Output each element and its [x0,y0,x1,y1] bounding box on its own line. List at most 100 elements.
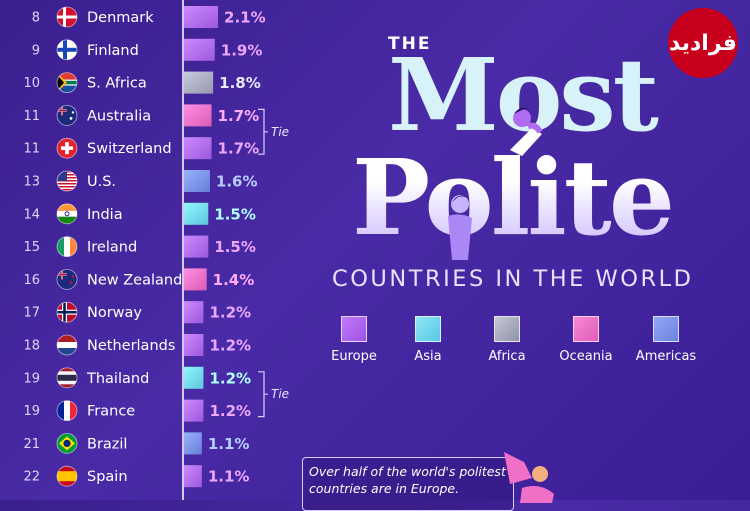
rank-label-finland: 9 [32,43,40,58]
illustration-woman-icon [510,107,543,156]
country-label-france: France [87,404,135,420]
value-label-thailand: 1.2% [209,369,251,387]
country-label-switzerland: Switzerland [87,141,172,157]
rank-label-ireland: 15 [23,240,40,255]
bar-u-s [184,170,210,192]
value-label-new-zealand: 1.4% [213,271,255,289]
rank-label-norway: 17 [23,306,40,321]
tie-bracket-1 [258,108,268,155]
bar-s-africa [184,71,214,94]
flag-usa-icon [56,170,78,192]
bar-australia [184,104,212,127]
bar-france [184,399,204,422]
country-label-norway: Norway [87,305,142,321]
legend-label-asia: Asia [414,349,442,364]
legend-swatch-americas [653,316,679,342]
rank-label-netherlands: 18 [23,339,40,354]
country-label-australia: Australia [87,108,151,124]
value-label-s-africa: 1.8% [219,74,261,92]
legend-swatch-oceania [573,316,599,342]
country-label-finland: Finland [87,43,139,59]
flag-switzerland-icon [56,137,78,159]
chart-subtitle: COUNTRIES IN THE WORLD [332,266,694,292]
value-label-u-s: 1.6% [216,173,258,191]
tie-label-1: Tie [271,125,289,139]
bar-thailand [184,366,204,389]
flag-south-africa-icon [56,72,78,93]
rank-label-thailand: 19 [23,371,40,386]
value-label-spain: 1.1% [208,468,250,486]
flag-denmark-icon [56,6,78,28]
legend-item-africa: Africa [467,316,547,364]
bar-switzerland [184,137,212,160]
flag-france-icon [56,400,78,422]
country-label-s-africa: S. Africa [87,76,147,92]
bar-denmark [184,6,219,28]
title-the: THE [388,34,432,54]
country-label-brazil: Brazil [87,436,127,452]
rank-label-france: 19 [23,404,40,419]
publisher-logo: فرادید [668,8,738,78]
country-label-netherlands: Netherlands [87,338,175,354]
value-label-switzerland: 1.7% [218,140,260,158]
bar-brazil [184,432,202,455]
bar-spain [184,465,202,488]
flag-australia-icon [56,105,78,126]
rank-label-switzerland: 11 [23,142,40,157]
value-label-denmark: 2.1% [224,9,266,27]
flag-finland-icon [56,39,78,61]
legend-item-asia: Asia [388,316,468,364]
logo-text: فرادید [669,30,737,56]
flag-netherlands-icon [56,334,78,356]
value-label-india: 1.5% [214,205,256,223]
legend-swatch-europe [341,316,367,342]
country-label-ireland: Ireland [87,240,137,256]
rank-label-u-s: 13 [23,175,40,190]
value-label-netherlands: 1.2% [209,337,251,355]
flag-brazil-icon [56,432,78,454]
flag-thailand-icon [56,367,78,389]
flag-spain-icon [56,465,78,487]
legend-label-europe: Europe [331,349,377,364]
bar-chart: 8 Denmark 2.1% 9 Finland 1.9% 10 S. Africa 1.8% 1… [23,0,289,500]
rank-label-s-africa: 10 [23,76,40,91]
legend-swatch-asia [415,316,441,342]
country-label-new-zealand: New Zealand [87,272,182,288]
value-label-norway: 1.2% [209,304,251,322]
bar-india [184,202,209,225]
bar-new-zealand [184,268,207,291]
value-label-ireland: 1.5% [214,238,256,256]
title-polite: Polite [352,136,675,259]
flag-norway-icon [56,301,78,323]
country-label-india: India [87,207,123,223]
legend-item-oceania: Oceania [546,316,626,364]
flag-new-zealand-icon [56,268,78,290]
country-label-spain: Spain [87,469,128,485]
legend-item-europe: Europe [314,316,394,364]
value-label-australia: 1.7% [218,107,260,125]
illustration-character-icon [504,452,554,503]
tie-bracket-2 [258,371,268,418]
tie-label-2: Tie [271,387,289,401]
rank-label-denmark: 8 [32,11,40,26]
value-label-finland: 1.9% [221,41,263,59]
rank-label-brazil: 21 [23,437,40,452]
country-label-thailand: Thailand [86,371,149,387]
bar-ireland [184,235,209,258]
flag-india-icon [56,203,78,225]
title-most: Most [388,36,659,154]
callout-box: Over half of the world's politest countr… [302,457,514,511]
value-label-france: 1.2% [209,402,251,420]
flag-ireland-icon [56,236,78,258]
rank-label-new-zealand: 16 [23,273,40,288]
legend-label-oceania: Oceania [559,349,613,364]
country-label-denmark: Denmark [87,10,154,26]
legend-label-africa: Africa [488,349,526,364]
country-label-u-s: U.S. [87,174,116,190]
illustration-person-icon [448,195,472,260]
rank-label-australia: 11 [23,109,40,124]
legend-swatch-africa [494,316,520,342]
bar-norway [184,301,204,324]
bar-netherlands [184,334,204,356]
legend-item-americas: Americas [626,316,706,364]
